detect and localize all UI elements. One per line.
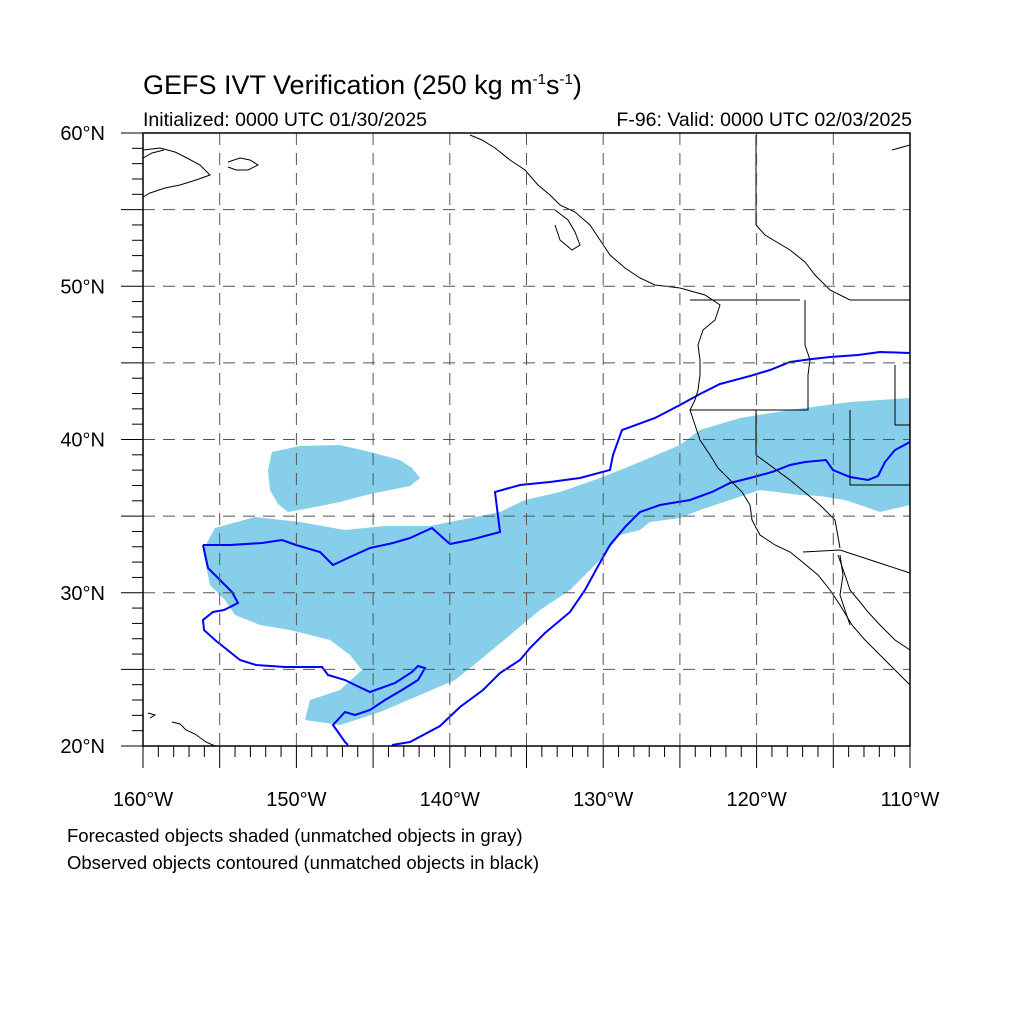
latitude-labels: 60°N 50°N 40°N 30°N 20°N [60, 123, 105, 758]
lon-label: 120°W [726, 789, 786, 811]
lat-label: 40°N [60, 430, 105, 452]
lat-label: 20°N [60, 736, 105, 758]
forecast-object-main [203, 398, 910, 725]
lon-label: 110°W [881, 789, 940, 811]
title-exp1: -1 [532, 71, 546, 88]
lon-label: 160°W [113, 789, 173, 811]
longitude-labels: 160°W 150°W 140°W 130°W 120°W 110°W [113, 789, 940, 811]
title-mid: s [546, 70, 560, 100]
axis-ticks [121, 132, 911, 768]
note-observed: Observed objects contoured (unmatched ob… [67, 852, 540, 873]
lon-label: 130°W [573, 789, 633, 811]
forecast-object-north [268, 445, 420, 512]
note-forecast: Forecasted objects shaded (unmatched obj… [67, 825, 523, 846]
lat-label: 50°N [60, 276, 105, 298]
lat-label: 60°N [60, 123, 105, 145]
observed-contour-north [203, 350, 911, 567]
lon-label: 150°W [266, 789, 326, 811]
graticule [143, 133, 910, 746]
coastlines [142, 134, 911, 747]
valid-time: F-96: Valid: 0000 UTC 02/03/2025 [616, 109, 912, 131]
initialized-time: Initialized: 0000 UTC 01/30/2025 [143, 109, 428, 131]
lat-label: 30°N [60, 583, 105, 605]
title-exp2: -1 [559, 71, 573, 88]
forecast-objects [203, 398, 910, 725]
title-end: ) [572, 70, 582, 100]
map-title: GEFS IVT Verification (250 kg m-1s-1) [143, 70, 582, 101]
title-main: GEFS IVT Verification (250 kg m [143, 70, 533, 100]
observed-contour-west [201, 544, 427, 746]
lon-label: 140°W [420, 789, 480, 811]
